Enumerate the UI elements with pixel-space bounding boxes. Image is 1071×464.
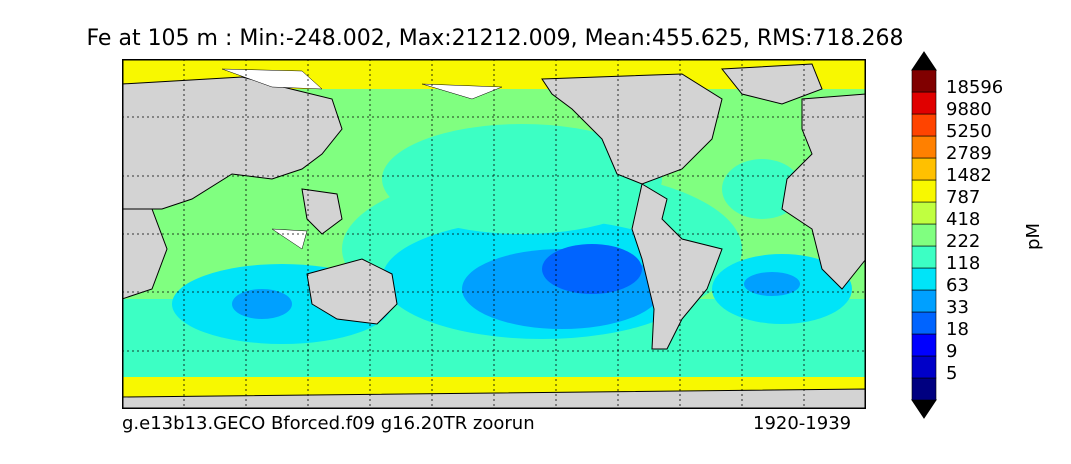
colorbar-segment: [911, 267, 937, 291]
colorbar-units: pM: [1020, 222, 1050, 252]
colorbar-tick-label: 787: [946, 187, 981, 208]
pacific-gyre-core: [542, 244, 642, 294]
colorbar-segment: [911, 179, 937, 203]
grid-lines: [122, 59, 866, 409]
colorbar-segment: [911, 91, 937, 115]
colorbar-tick-label: 63: [946, 275, 969, 296]
colorbar-extend-high: [911, 51, 937, 71]
colorbar-labels: 18596 9880 5250 2789 1482 787 418 222 118 63 33 18 9…: [946, 78, 1026, 398]
colorbar-segment: [911, 223, 937, 247]
caption-run-name: g.e13b13.GECO Bforced.f09 g16.20TR zooru…: [122, 413, 535, 434]
colorbar: [911, 51, 937, 419]
colorbar-segments: [911, 51, 937, 419]
colorbar-segment: [911, 377, 937, 401]
units-label: pM: [1022, 223, 1044, 250]
colorbar-tick-label: 5250: [946, 121, 992, 142]
colorbar-tick-label: 5: [946, 363, 958, 384]
colorbar-segment: [911, 355, 937, 379]
north-pacific-gyre: [382, 124, 662, 234]
colorbar-tick-label: 118: [946, 253, 981, 274]
colorbar-tick-label: 418: [946, 209, 981, 230]
colorbar-segment: [911, 157, 937, 181]
colorbar-tick-label: 18596: [946, 77, 1004, 98]
colorbar-extend-low: [911, 399, 937, 419]
atlantic-south-core: [744, 272, 800, 296]
colorbar-segment: [911, 289, 937, 313]
colorbar-tick-label: 9: [946, 341, 958, 362]
ocean-map: [122, 59, 866, 409]
colorbar-segment: [911, 69, 937, 93]
colorbar-tick-label: 18: [946, 319, 969, 340]
caption-years: 1920-1939: [753, 413, 852, 434]
colorbar-tick-label: 1482: [946, 165, 992, 186]
colorbar-segment: [911, 113, 937, 137]
colorbar-tick-label: 222: [946, 231, 981, 252]
colorbar-segment: [911, 333, 937, 357]
colorbar-segment: [911, 311, 937, 335]
plot-title: Fe at 105 m : Min:-248.002, Max:21212.00…: [86, 26, 904, 51]
indian-ocean-core: [232, 289, 292, 319]
map-frame: [122, 59, 866, 409]
colorbar-tick-label: 9880: [946, 99, 992, 120]
colorbar-tick-label: 33: [946, 297, 969, 318]
colorbar-segment: [911, 201, 937, 225]
colorbar-tick-label: 2789: [946, 143, 992, 164]
colorbar-segment: [911, 245, 937, 269]
colorbar-segment: [911, 135, 937, 159]
